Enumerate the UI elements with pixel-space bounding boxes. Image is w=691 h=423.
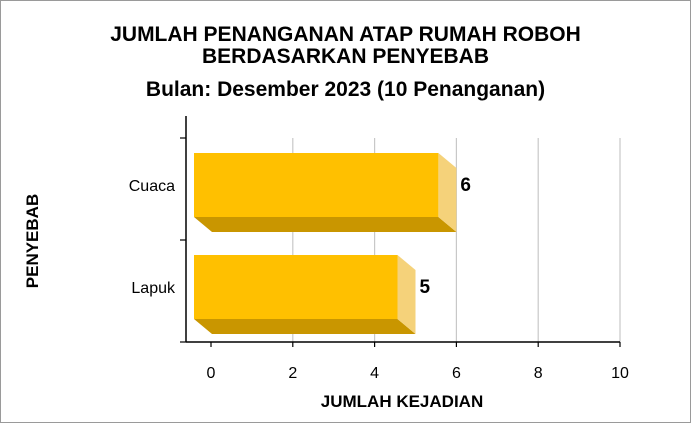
data-label-cuaca: 6 <box>460 175 471 196</box>
x-axis-title: JUMLAH KEJADIAN <box>321 392 483 411</box>
chart-title-line-1: JUMLAH PENANGANAN ATAP RUMAH ROBOH <box>110 23 581 46</box>
axes <box>185 116 620 343</box>
x-tick-label-0: 0 <box>207 365 216 382</box>
chart-subtitle: Bulan: Desember 2023 (10 Penanganan) <box>145 78 546 101</box>
x-tick-label-4: 4 <box>370 365 379 382</box>
y-axis-title: PENYEBAB <box>23 194 42 288</box>
bar-side-lapuk <box>397 255 416 334</box>
chart-title-line-2: BERDASARKAN PENYEBAB <box>201 45 490 68</box>
x-tick-label-8: 8 <box>534 365 543 382</box>
x-tick-label-6: 6 <box>452 365 461 382</box>
bar-cuaca <box>194 153 457 232</box>
labels: 0 2 4 6 8 10 Cuaca 6 Lapuk 5 <box>129 175 629 382</box>
category-label-cuaca: Cuaca <box>129 178 175 195</box>
bar-front-lapuk <box>194 255 398 319</box>
x-tick-label-2: 2 <box>288 365 297 382</box>
category-label-lapuk: Lapuk <box>131 280 176 297</box>
bar-bottom-cuaca <box>194 217 457 232</box>
bar-front-cuaca <box>194 153 439 217</box>
bars <box>194 153 457 334</box>
bar-bottom-lapuk <box>194 319 416 334</box>
data-label-lapuk: 5 <box>420 277 431 298</box>
bar-side-cuaca <box>438 153 457 232</box>
bar-lapuk <box>194 255 416 334</box>
x-tick-label-10: 10 <box>611 365 629 382</box>
